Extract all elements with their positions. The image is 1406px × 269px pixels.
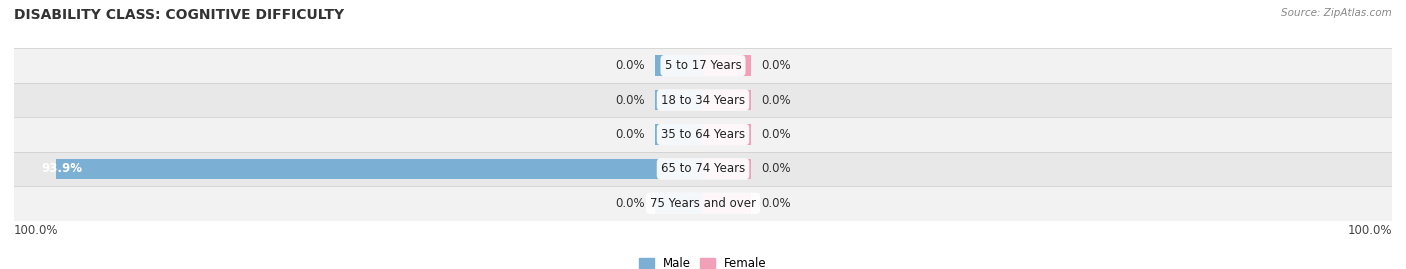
Text: 0.0%: 0.0% — [762, 94, 792, 107]
Text: 0.0%: 0.0% — [614, 59, 644, 72]
Text: 0.0%: 0.0% — [762, 128, 792, 141]
Bar — [703, 55, 751, 76]
Bar — [14, 83, 1392, 117]
Text: 65 to 74 Years: 65 to 74 Years — [661, 162, 745, 175]
Text: 0.0%: 0.0% — [614, 94, 644, 107]
Bar — [14, 117, 1392, 152]
Bar — [655, 55, 703, 76]
Bar — [703, 159, 751, 179]
Legend: Male, Female: Male, Female — [634, 253, 772, 269]
Text: 0.0%: 0.0% — [762, 197, 792, 210]
Bar — [655, 90, 703, 110]
Text: 93.9%: 93.9% — [42, 162, 83, 175]
Bar — [703, 124, 751, 145]
Text: Source: ZipAtlas.com: Source: ZipAtlas.com — [1281, 8, 1392, 18]
Text: 0.0%: 0.0% — [614, 197, 644, 210]
Text: 5 to 17 Years: 5 to 17 Years — [665, 59, 741, 72]
Text: 0.0%: 0.0% — [762, 162, 792, 175]
Text: 0.0%: 0.0% — [762, 59, 792, 72]
Bar — [14, 48, 1392, 83]
Bar — [655, 124, 703, 145]
Text: 75 Years and over: 75 Years and over — [650, 197, 756, 210]
Text: 35 to 64 Years: 35 to 64 Years — [661, 128, 745, 141]
Bar — [655, 193, 703, 214]
Text: 100.0%: 100.0% — [1347, 224, 1392, 237]
Text: DISABILITY CLASS: COGNITIVE DIFFICULTY: DISABILITY CLASS: COGNITIVE DIFFICULTY — [14, 8, 344, 22]
Bar — [14, 186, 1392, 221]
Bar — [703, 90, 751, 110]
Bar — [56, 159, 703, 179]
Bar — [703, 193, 751, 214]
Text: 0.0%: 0.0% — [614, 128, 644, 141]
Text: 18 to 34 Years: 18 to 34 Years — [661, 94, 745, 107]
Bar — [14, 152, 1392, 186]
Text: 100.0%: 100.0% — [14, 224, 59, 237]
